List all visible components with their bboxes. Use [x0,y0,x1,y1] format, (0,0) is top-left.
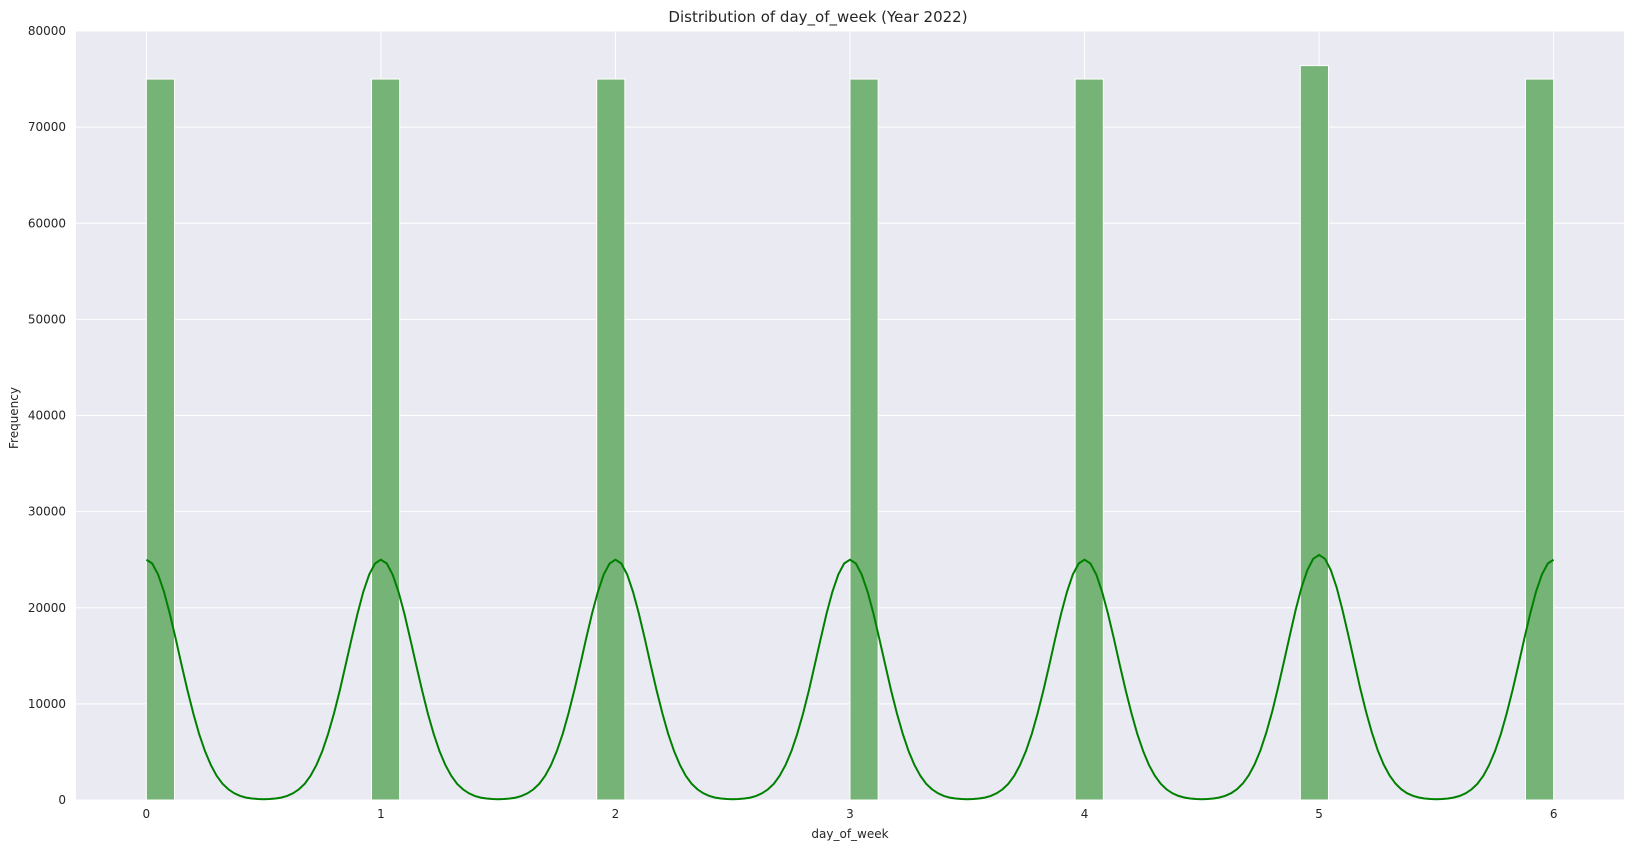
y-tick-label: 30000 [28,505,66,519]
histogram-bars [145,65,1555,801]
histogram-bar [1524,78,1555,801]
histogram-bar [849,78,879,801]
histogram-bar [145,78,176,801]
y-tick-label: 20000 [28,601,66,615]
y-tick-label: 50000 [28,312,66,326]
x-tick-label: 6 [1550,807,1558,821]
histogram-bar [1299,65,1329,801]
x-tick-label: 4 [1081,807,1089,821]
y-tick-labels: 0 10000 20000 30000 40000 50000 60000 70000 8000… [28,24,66,807]
y-axis-label: Frequency [7,387,21,449]
y-tick-label: 0 [58,793,66,807]
x-tick-label: 0 [143,807,151,821]
y-tick-label: 10000 [28,697,66,711]
x-axis-label: day_of_week [811,827,888,841]
chart-title: Distribution of day_of_week (Year 2022) [668,8,967,27]
y-tick-label: 60000 [28,216,66,230]
x-tick-label: 2 [612,807,620,821]
histogram-bar [371,78,401,801]
x-tick-label: 1 [377,807,385,821]
y-tick-label: 80000 [28,24,66,38]
histogram-bar [596,78,626,801]
x-tick-labels: 0 1 2 3 4 5 6 [143,807,1558,821]
y-tick-label: 40000 [28,409,66,423]
kde-line [145,553,1555,801]
histogram-bar [1074,78,1104,801]
x-tick-label: 3 [846,807,854,821]
y-tick-label: 70000 [28,120,66,134]
x-tick-label: 5 [1315,807,1323,821]
